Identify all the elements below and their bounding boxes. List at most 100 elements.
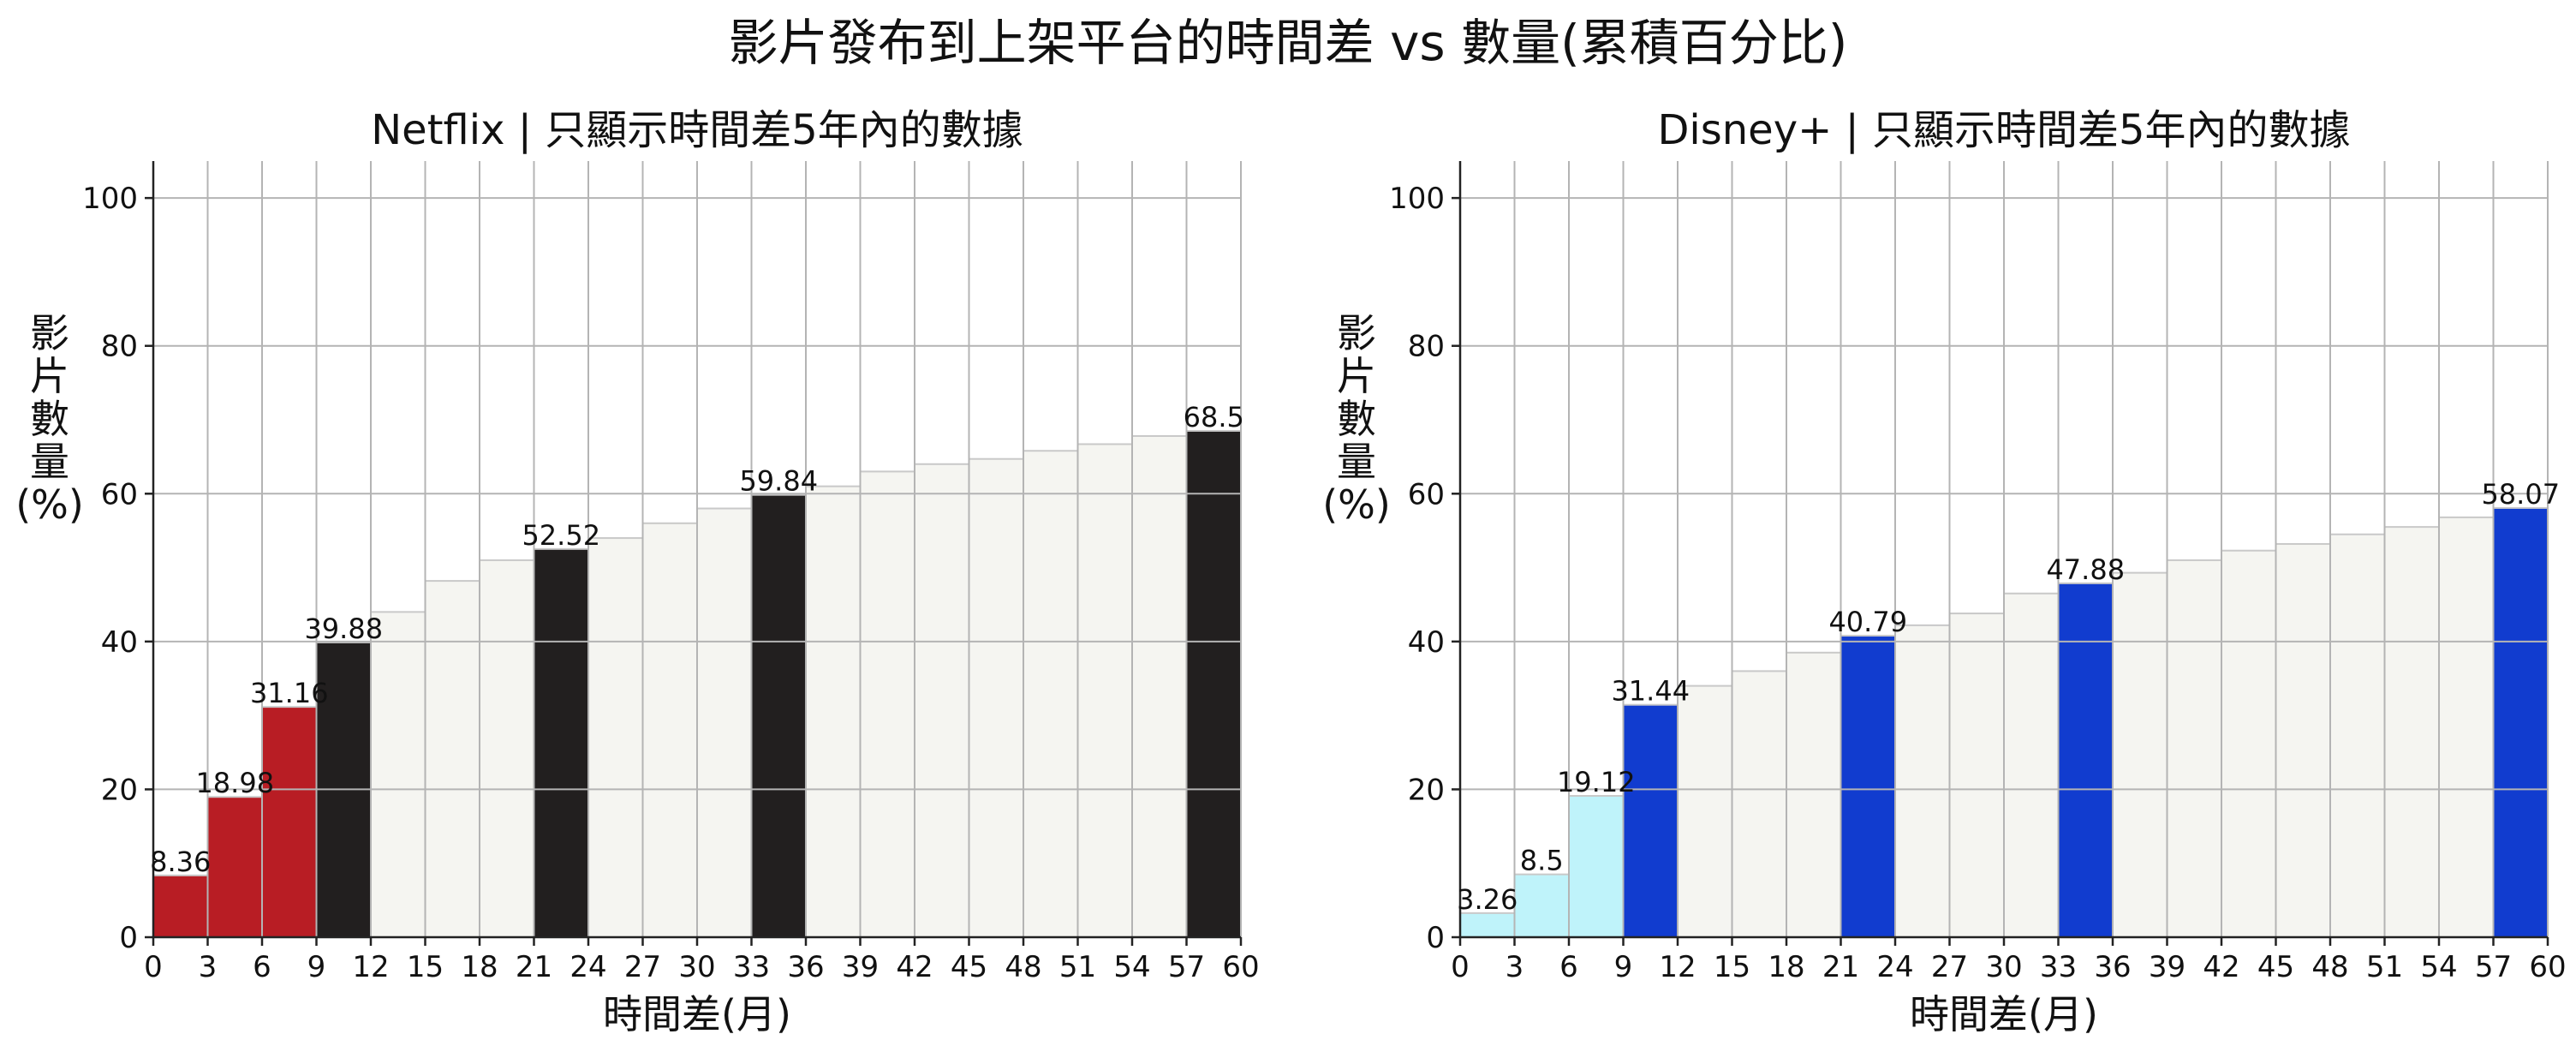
disney-data-labels: 3.268.5 19.12 31.44 40.79 47.88 58.07 xyxy=(1457,478,2560,916)
netflix-bar xyxy=(859,470,915,938)
disney-x-tick-label: 33 xyxy=(2040,950,2077,984)
disney-data-label: 19.12 xyxy=(1557,766,1636,798)
netflix-bar xyxy=(152,874,209,938)
netflix-bar xyxy=(805,485,862,938)
netflix-x-ticks: 0 3 6 9 12 15 18 21 24 27 30 33 36 39 42 45 48 51 54 57 60 xyxy=(144,937,1260,984)
disney-bar xyxy=(1568,795,1625,939)
netflix-data-labels: 8.36 18.98 31.16 39.88 52.52 59.84 68.5 xyxy=(150,401,1244,878)
disney-bar xyxy=(1786,651,1842,938)
netflix-bar xyxy=(641,522,698,938)
disney-bar xyxy=(1622,703,1679,938)
netflix-data-label: 59.84 xyxy=(739,465,818,498)
disney-y-tick-label: 100 xyxy=(1389,182,1445,216)
disney-chart-panel: 0 3 6 9 12 15 18 21 24 27 30 33 36 39 42 45 48 51 54 57 6002… xyxy=(1322,106,2566,1037)
disney-x-tick-label: 60 xyxy=(2529,950,2566,984)
disney-y-axis-label: 影片數量(%) xyxy=(1322,310,1391,528)
netflix-data-label: 52.52 xyxy=(522,519,600,552)
disney-x-tick-label: 18 xyxy=(1768,950,1804,984)
disney-bar xyxy=(2492,506,2549,938)
disney-gridlines xyxy=(1460,161,2549,937)
netflix-x-tick-label: 15 xyxy=(407,950,444,984)
disney-bar xyxy=(2221,549,2277,938)
disney-y-tick-label: 20 xyxy=(1408,773,1445,807)
disney-bar xyxy=(2275,542,2331,939)
disney-y-ticks: 0 20 40 60 80 100 xyxy=(1389,182,1460,955)
netflix-bar xyxy=(696,507,753,938)
netflix-x-tick-label: 30 xyxy=(678,950,715,984)
netflix-x-tick-label: 0 xyxy=(144,950,163,984)
netflix-y-tick-label: 60 xyxy=(101,477,138,511)
figure-suptitle: 影片發布到上架平台的時間差 vs 數量(累積百分比) xyxy=(728,14,1848,72)
disney-y-tick-label: 0 xyxy=(1426,921,1445,955)
netflix-x-tick-label: 60 xyxy=(1222,950,1259,984)
netflix-x-tick-label: 33 xyxy=(733,950,770,984)
disney-x-tick-label: 12 xyxy=(1659,950,1696,984)
disney-bar xyxy=(1459,912,1516,938)
netflix-x-tick-label: 51 xyxy=(1059,950,1096,984)
disney-x-tick-label: 39 xyxy=(2149,950,2185,984)
netflix-y-tick-label: 100 xyxy=(82,182,138,216)
disney-bar xyxy=(2003,592,2060,938)
disney-x-tick-label: 9 xyxy=(1614,950,1633,984)
netflix-bar xyxy=(1185,429,1242,938)
disney-x-tick-label: 57 xyxy=(2475,950,2512,984)
disney-x-tick-label: 51 xyxy=(2366,950,2403,984)
netflix-bar xyxy=(587,537,644,938)
disney-x-ticks: 0 3 6 9 12 15 18 21 24 27 30 33 36 39 42 45 48 51 54 57 60 xyxy=(1451,937,2567,984)
netflix-x-tick-label: 54 xyxy=(1113,950,1150,984)
netflix-y-tick-label: 20 xyxy=(101,773,138,807)
netflix-data-label: 31.16 xyxy=(250,677,329,709)
netflix-x-tick-label: 21 xyxy=(516,950,552,984)
netflix-bar xyxy=(1131,434,1188,938)
disney-bar xyxy=(1840,635,1896,939)
disney-bar xyxy=(1677,684,1733,939)
netflix-x-tick-label: 24 xyxy=(569,950,606,984)
netflix-y-tick-label: 0 xyxy=(119,921,138,955)
disney-data-label: 3.26 xyxy=(1457,883,1518,916)
netflix-y-tick-label: 80 xyxy=(101,330,138,364)
disney-bar xyxy=(1894,624,1951,938)
netflix-data-label: 18.98 xyxy=(195,767,274,799)
netflix-x-tick-label: 9 xyxy=(307,950,326,984)
disney-data-label: 31.44 xyxy=(1611,675,1690,708)
netflix-bars xyxy=(152,429,1242,939)
disney-x-tick-label: 6 xyxy=(1559,950,1578,984)
disney-x-tick-label: 21 xyxy=(1822,950,1859,984)
disney-x-tick-label: 54 xyxy=(2420,950,2457,984)
netflix-x-tick-label: 48 xyxy=(1005,950,1041,984)
netflix-x-tick-label: 57 xyxy=(1168,950,1205,984)
netflix-bar xyxy=(261,706,318,938)
disney-x-tick-label: 27 xyxy=(1931,950,1968,984)
disney-data-label: 58.07 xyxy=(2481,478,2560,511)
disney-bar xyxy=(2166,559,2222,938)
disney-chart-title: Disney+ | 只顯示時間差5年內的數據 xyxy=(1657,106,2350,154)
netflix-gridlines xyxy=(153,161,1242,937)
netflix-x-axis-label: 時間差(月) xyxy=(603,991,791,1037)
netflix-data-label: 39.88 xyxy=(304,613,383,645)
netflix-bar xyxy=(750,493,807,938)
netflix-bar xyxy=(1076,443,1133,938)
netflix-x-tick-label: 6 xyxy=(253,950,271,984)
disney-x-tick-label: 30 xyxy=(1985,950,2022,984)
disney-bar xyxy=(1731,670,1787,938)
netflix-data-label: 8.36 xyxy=(150,846,211,878)
netflix-chart-title: Netflix | 只顯示時間差5年內的數據 xyxy=(371,106,1023,154)
netflix-bar xyxy=(968,457,1024,938)
disney-x-tick-label: 24 xyxy=(1876,950,1913,984)
disney-x-axis-label: 時間差(月) xyxy=(1910,991,2098,1037)
netflix-x-tick-label: 3 xyxy=(199,950,218,984)
disney-bar xyxy=(2438,516,2495,938)
disney-y-tick-label: 40 xyxy=(1408,625,1445,660)
netflix-x-tick-label: 18 xyxy=(461,950,498,984)
disney-bar xyxy=(2057,582,2114,938)
netflix-x-tick-label: 45 xyxy=(951,950,987,984)
disney-x-tick-label: 36 xyxy=(2094,950,2131,984)
netflix-bar xyxy=(1023,450,1079,938)
netflix-x-tick-label: 42 xyxy=(896,950,933,984)
netflix-bar xyxy=(479,559,535,938)
netflix-bar xyxy=(370,611,426,938)
disney-y-tick-label: 80 xyxy=(1408,330,1445,364)
disney-data-label: 40.79 xyxy=(1828,606,1907,638)
netflix-bar xyxy=(424,580,480,938)
